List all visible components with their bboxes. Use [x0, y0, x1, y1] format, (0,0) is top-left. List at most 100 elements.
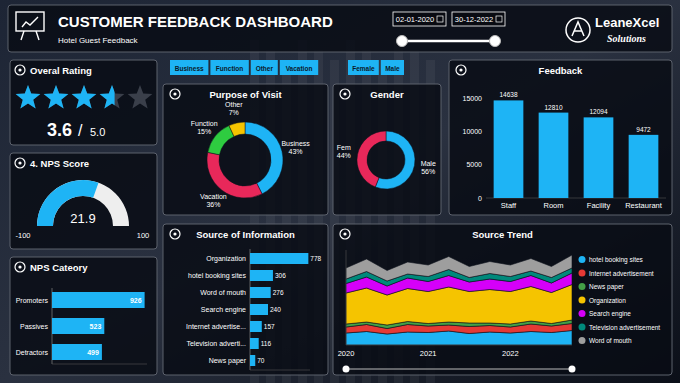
slice-label: Vacation [200, 193, 227, 200]
icon [18, 68, 21, 71]
panel-title: 4. NPS Score [30, 158, 89, 169]
slice-label: Function [191, 120, 218, 127]
slice-label: Business [281, 140, 310, 147]
tick-label: -100 [15, 231, 30, 240]
legend-swatch [579, 270, 586, 277]
slider-handle[interactable] [397, 36, 408, 47]
slice [208, 126, 234, 155]
axis-line [346, 250, 347, 345]
bar [250, 338, 259, 349]
data-label: 70 [257, 357, 265, 364]
title: CUSTOMER FEEDBACK DASHBOARD [58, 13, 333, 30]
filter-button[interactable] [348, 60, 379, 75]
data-label: 157 [264, 323, 275, 330]
date: 02-01-2020 [396, 15, 434, 24]
data-label: 306 [275, 272, 286, 279]
star [44, 85, 69, 109]
icon [21, 17, 39, 40]
icon [343, 92, 346, 95]
filter-label[interactable]: Function [216, 65, 243, 72]
logo-icon [572, 22, 584, 36]
bar [250, 287, 271, 298]
filter-button[interactable] [251, 60, 278, 75]
filter-button[interactable] [170, 60, 208, 75]
panel-title: Feedback [539, 65, 584, 76]
category-label: Detractors [16, 349, 49, 356]
filter-label[interactable]: Female [352, 65, 375, 72]
panel [163, 224, 328, 375]
data-label: 926 [130, 297, 142, 304]
icon [340, 229, 350, 239]
filter-button[interactable] [210, 60, 248, 75]
data-label: 12094 [589, 108, 607, 115]
slider-handle[interactable] [490, 36, 501, 47]
star-track [100, 85, 125, 109]
scroll-handle[interactable] [343, 366, 350, 373]
logo: Solutions [607, 33, 646, 44]
panel-title: NPS Cateory [30, 262, 88, 273]
axis-line [250, 370, 310, 371]
data-label: 36% [206, 201, 220, 208]
filter-label[interactable]: Other [256, 65, 274, 72]
data-label: 44% [337, 152, 351, 159]
tick-label: 15000 [463, 95, 483, 102]
panel [163, 84, 328, 215]
slice [207, 152, 262, 198]
bar [250, 321, 262, 332]
icon [15, 65, 25, 75]
legend-label: Organization [589, 297, 626, 305]
scroll-bar [346, 369, 572, 370]
scroll-handle[interactable] [569, 366, 576, 373]
area [346, 255, 572, 281]
filter-button[interactable] [381, 60, 404, 75]
icon [15, 158, 25, 168]
tick-label: 2022 [502, 349, 519, 358]
category-label: Internet advertise... [186, 323, 246, 330]
star-track [72, 85, 97, 109]
panel-title: Gender [370, 89, 404, 100]
tick-label: 100 [137, 231, 150, 240]
data-label: 43% [289, 148, 303, 155]
bar [52, 292, 145, 308]
filter-label[interactable]: Vacation [286, 65, 313, 72]
data-label: 9472 [636, 126, 651, 133]
legend-label: Search engine [589, 310, 631, 318]
filter-label[interactable]: Business [175, 65, 204, 72]
category-label: Search engine [201, 306, 246, 314]
bar [250, 304, 268, 315]
panel [10, 153, 157, 249]
category-label: Staff [501, 201, 517, 210]
gauge-label: 21.9 [70, 211, 95, 226]
slice [245, 122, 283, 194]
data-label: 12810 [544, 104, 562, 111]
category-label: Room [543, 201, 563, 210]
panel [333, 224, 672, 375]
data-label: 56% [421, 168, 435, 175]
filter-label[interactable]: Male [385, 65, 400, 72]
category-label: Promoters [16, 297, 49, 304]
filter-button[interactable] [280, 60, 318, 75]
bar [584, 117, 614, 198]
panel-title: Source Trend [472, 229, 533, 240]
panel [10, 257, 157, 375]
icon [496, 16, 502, 22]
data-label: 523 [90, 323, 102, 330]
bar [539, 113, 569, 198]
legend-swatch [579, 256, 586, 263]
icon [456, 65, 466, 75]
rating-value: 3.6 [47, 120, 72, 140]
icon [18, 265, 21, 268]
slice-label: Male [421, 160, 436, 167]
date-box[interactable] [393, 12, 446, 26]
slice-label: Fem [337, 144, 351, 151]
legend-swatch [579, 337, 586, 344]
icon [437, 16, 443, 22]
date: 30-12-2022 [455, 15, 493, 24]
background [0, 0, 680, 383]
dashboard: CUSTOMER FEEDBACK DASHBOARDHotel Guest F… [0, 0, 680, 383]
date-box[interactable] [452, 12, 505, 26]
panel-title: Overal Rating [30, 65, 92, 76]
bar [629, 135, 659, 198]
legend-label: Internet advertisement [589, 270, 654, 277]
legend-swatch [579, 310, 586, 317]
